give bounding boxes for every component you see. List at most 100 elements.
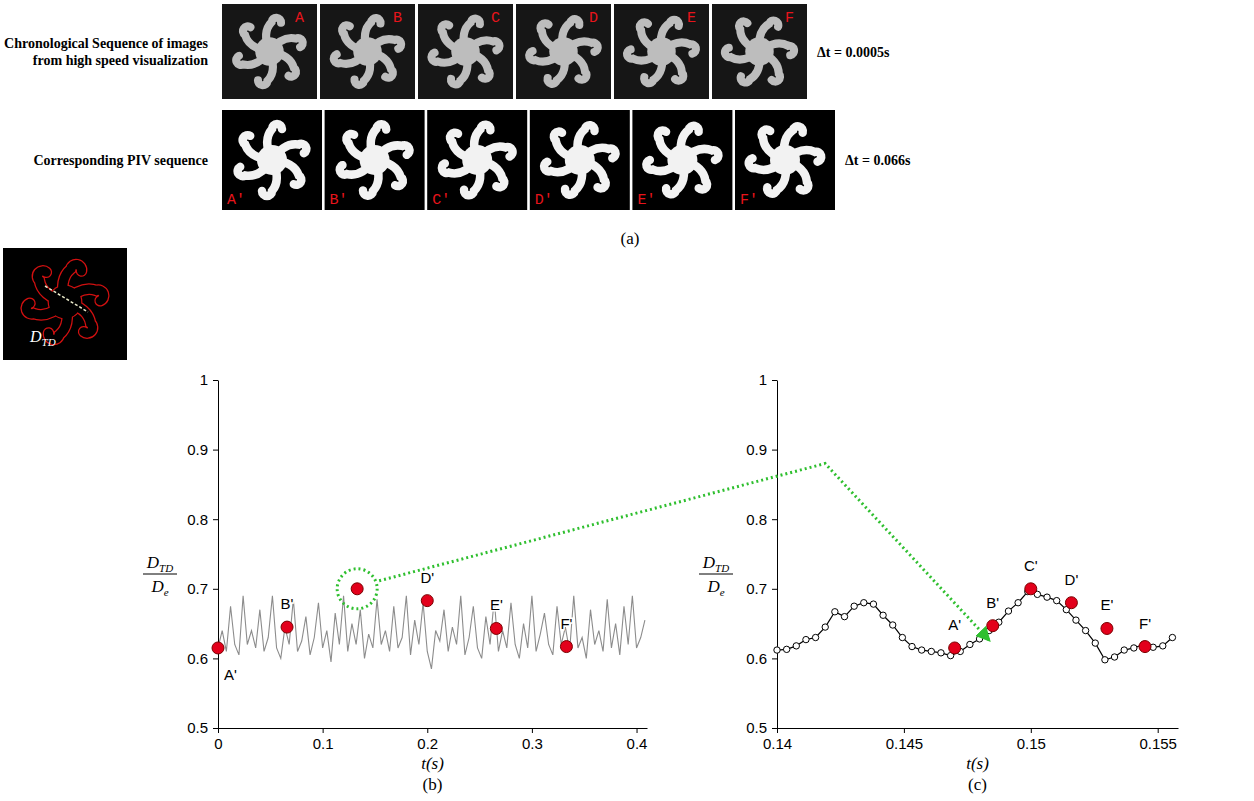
tick-mark xyxy=(1031,728,1032,733)
tick-label: 0.1 xyxy=(313,735,334,752)
tick: 0.5 xyxy=(746,719,777,736)
tick-label: 0.155 xyxy=(1139,735,1177,752)
image-frame: F xyxy=(712,4,807,99)
data-point xyxy=(976,636,982,642)
data-point xyxy=(861,600,867,606)
data-point xyxy=(1092,640,1098,646)
data-point xyxy=(899,634,905,640)
data-point xyxy=(928,648,934,654)
marker-point xyxy=(987,620,999,632)
marker-point xyxy=(949,642,961,654)
y-axis: 0.5 0.6 0.7 0.8 0.9 1 xyxy=(187,371,218,736)
inset-label-subscript: TD xyxy=(42,336,56,348)
tick: 0.8 xyxy=(187,511,218,528)
tick-label: 0.7 xyxy=(187,580,208,597)
axis-line xyxy=(778,728,1179,729)
frame-label: D' xyxy=(535,192,553,209)
frame-background xyxy=(632,110,732,210)
marker-point xyxy=(490,622,502,634)
tick-label: 0.5 xyxy=(746,719,767,736)
shape-core xyxy=(770,145,800,175)
frame-label: A xyxy=(295,10,304,27)
marker-point xyxy=(421,595,433,607)
frame-label: A' xyxy=(227,192,245,209)
frame-label: C xyxy=(491,10,500,27)
tick-mark xyxy=(904,728,905,733)
tick-label: 0.5 xyxy=(187,719,208,736)
data-point xyxy=(1111,654,1117,660)
tick-label: 0.8 xyxy=(746,511,767,528)
y-axis-title-symbol: D xyxy=(146,553,160,572)
frame-background xyxy=(325,110,425,210)
frame-background xyxy=(222,110,322,210)
data-point xyxy=(1131,645,1137,651)
tick-label: 0.4 xyxy=(627,735,648,752)
marker-point xyxy=(1065,597,1077,609)
image-frame: A' xyxy=(222,110,322,210)
shape-core xyxy=(451,37,480,66)
y-axis-title-denominator: De xyxy=(706,577,724,598)
row-interval: Δt = 0.0005s xyxy=(817,45,890,60)
fraction-bar xyxy=(143,574,177,575)
tick-label: 0.6 xyxy=(746,650,767,667)
frame-background xyxy=(712,4,807,99)
marker-point xyxy=(560,641,572,653)
y-axis-title-subscript: TD xyxy=(715,562,729,574)
tick: 0.14 xyxy=(763,728,792,752)
x-axis: 0.140.1450.150.155 xyxy=(763,728,1179,752)
tick: 0.9 xyxy=(746,441,777,458)
axis-line xyxy=(218,381,219,729)
tick: 0.145 xyxy=(886,728,924,752)
image-frame: F' xyxy=(735,110,835,210)
data-point xyxy=(1073,617,1079,623)
tick-mark xyxy=(213,380,218,381)
axis-line xyxy=(219,728,648,729)
frame-label: E xyxy=(687,10,696,27)
tick: 0.8 xyxy=(746,511,777,528)
tick-mark xyxy=(772,519,777,520)
x-axis: 00.10.20.30.4 xyxy=(214,728,647,752)
tick-label: 0.14 xyxy=(763,735,792,752)
frame-label: F xyxy=(785,10,794,27)
data-line xyxy=(218,596,645,669)
point-label: C' xyxy=(1024,557,1038,574)
data-point xyxy=(938,650,944,656)
data-point xyxy=(918,647,924,653)
fraction-bar xyxy=(699,574,733,575)
data-point xyxy=(870,601,876,607)
tick: 1 xyxy=(200,371,218,388)
shape-core xyxy=(565,145,595,175)
tick-label: 1 xyxy=(759,371,767,388)
data-point xyxy=(851,603,857,609)
tick: 0 xyxy=(214,728,222,752)
chart: 00.10.20.30.40.50.60.70.80.91A'B'D'E'F'D… xyxy=(143,371,648,794)
data-point xyxy=(1121,647,1127,653)
tick-mark xyxy=(427,728,428,733)
tick: 0.4 xyxy=(627,728,648,752)
tick-mark xyxy=(218,728,219,733)
tick: 1 xyxy=(759,371,777,388)
tick: 0.155 xyxy=(1139,728,1177,752)
label-layer: A'B'D'E'F' xyxy=(224,569,573,683)
zoom-indicator xyxy=(337,464,989,640)
point-label: B' xyxy=(281,595,294,612)
shape-core xyxy=(549,37,578,66)
frame-background xyxy=(735,110,835,210)
shape-core xyxy=(360,145,390,175)
data-point xyxy=(812,634,818,640)
data-point xyxy=(1053,597,1059,603)
image-frame: C' xyxy=(427,110,527,210)
tick-label: 1 xyxy=(200,371,208,388)
panel-label: (a) xyxy=(621,229,640,248)
data-point xyxy=(1160,643,1166,649)
tick-label: 0.6 xyxy=(187,650,208,667)
tick: 0.9 xyxy=(187,441,218,458)
tick-mark xyxy=(772,589,777,590)
tick-mark xyxy=(772,658,777,659)
row-interval: Δt = 0.066s xyxy=(845,153,911,168)
shape-core xyxy=(667,145,697,175)
data-point xyxy=(1082,627,1088,633)
image-frame: B' xyxy=(325,110,425,210)
tick-mark xyxy=(772,450,777,451)
point-label: F' xyxy=(1139,615,1151,632)
